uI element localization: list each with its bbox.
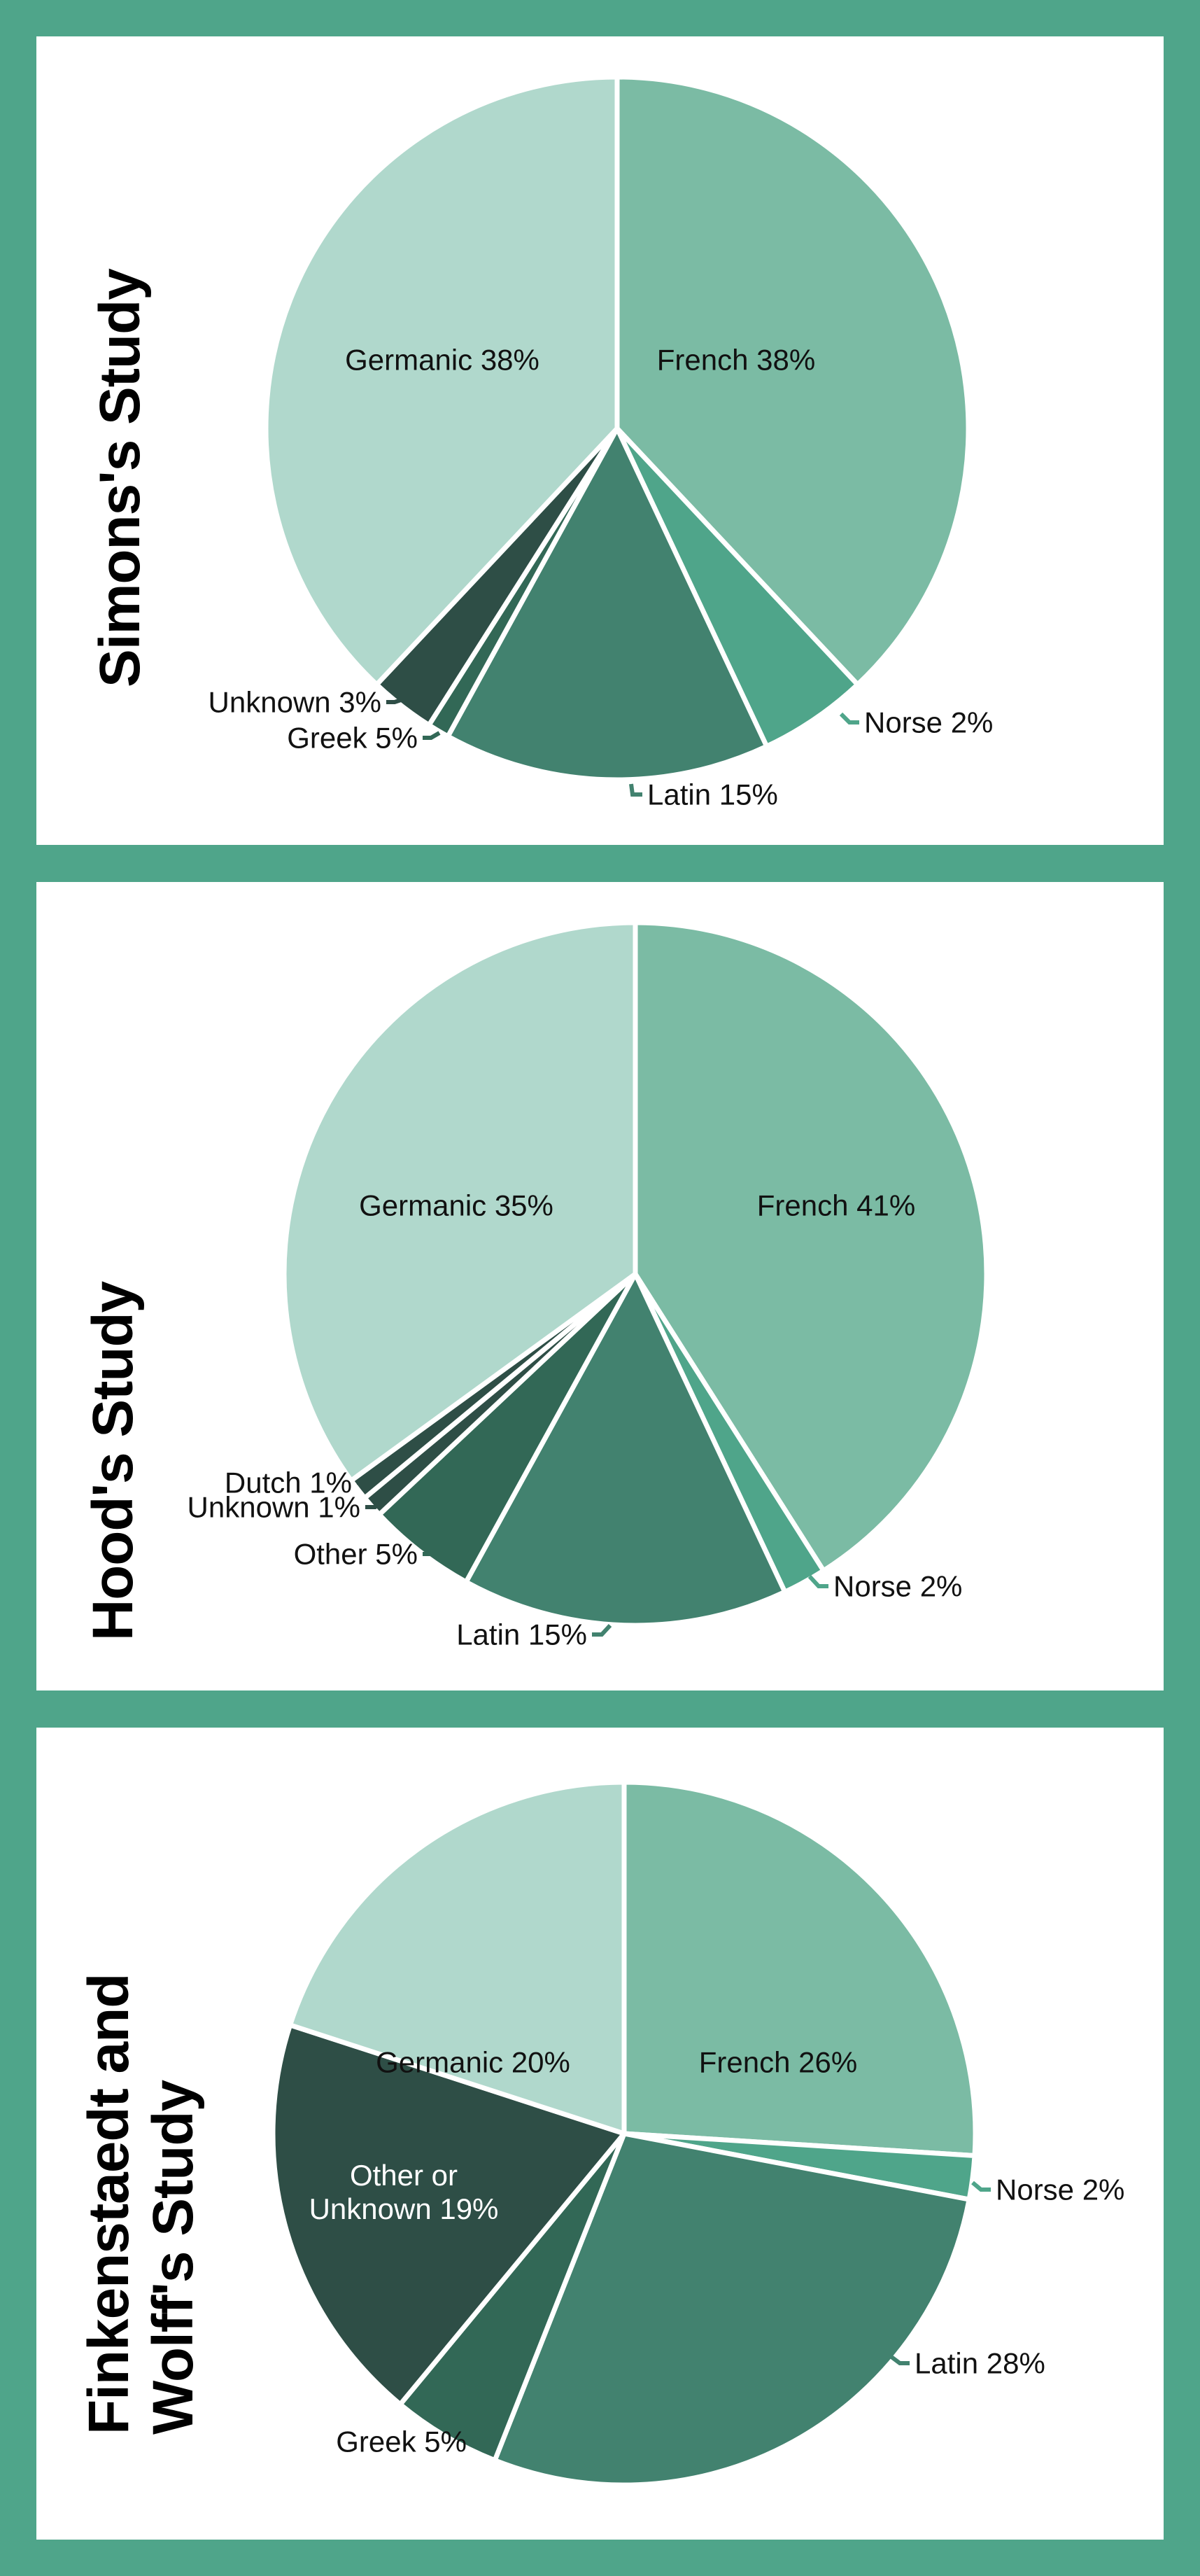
leader-line-latin bbox=[629, 783, 642, 797]
chart-title-hood: Hood's Study bbox=[78, 1137, 148, 1641]
leader-line-unknown bbox=[365, 1496, 386, 1509]
slice-label-french: French 26% bbox=[699, 2046, 857, 2079]
chart-title-line: Wolff's Study bbox=[141, 2080, 205, 2435]
leader-line-norse bbox=[807, 1574, 828, 1588]
pie-slice-french bbox=[621, 1779, 978, 2159]
slice-label-unknown: Unknown 3% bbox=[209, 686, 381, 719]
slice-label-other-or-unknown: Other or Unknown 19% bbox=[309, 2158, 499, 2225]
slice-label-germanic: Germanic 35% bbox=[359, 1189, 553, 1222]
slice-label-greek: Greek 5% bbox=[287, 722, 418, 755]
pie-slice-germanic bbox=[281, 920, 638, 1483]
leader-line-greek bbox=[423, 731, 441, 740]
slice-label-greek: Greek 5% bbox=[336, 2426, 467, 2458]
pie-chart-hood: French 41% Norse 2% Latin 15% Other 5% Unkno… bbox=[188, 920, 989, 1651]
slice-label-germanic: Germanic 38% bbox=[345, 344, 539, 377]
leader-line-dutch bbox=[357, 1480, 372, 1489]
pie-chart-finkenstaedt-wolff: French 26% Norse 2% Latin 28% Greek 5% Other… bbox=[270, 1779, 1125, 2488]
slice-label-french: French 41% bbox=[757, 1189, 915, 1222]
pie-slices bbox=[263, 74, 971, 783]
pie-slices bbox=[281, 920, 989, 1628]
pie-slices bbox=[270, 1779, 978, 2488]
slice-label-other: Other 5% bbox=[294, 1538, 418, 1571]
chart-panel-hood: French 41% Norse 2% Latin 15% Other 5% Unkno… bbox=[36, 882, 1164, 1690]
pie-labels: French 38% Norse 2% Latin 15% Greek 5%Unkno… bbox=[209, 344, 994, 811]
pie-slice-other-or-unknown bbox=[270, 2022, 627, 2407]
slice-label-norse: Norse 2% bbox=[996, 2174, 1124, 2206]
pie-slice-french bbox=[614, 74, 971, 687]
leader-line-norse bbox=[839, 712, 859, 724]
leader-line-unknown bbox=[386, 697, 404, 704]
chart-title-simons: Simons's Study bbox=[85, 155, 155, 687]
pie-slice-germanic bbox=[288, 1779, 627, 2136]
pie-slice-latin bbox=[492, 2131, 972, 2488]
chart-title-line: Finkenstaedt and bbox=[77, 1973, 141, 2435]
slice-label-french: French 38% bbox=[657, 344, 815, 377]
pie-labels: French 26% Norse 2% Latin 28% Greek 5% Other… bbox=[309, 2046, 1125, 2458]
slice-label-norse: Norse 2% bbox=[833, 1570, 962, 1603]
chart-title-line: Hood's Study bbox=[81, 1281, 146, 1641]
slice-label-latin: Latin 15% bbox=[647, 778, 778, 811]
leader-line-greek bbox=[472, 2435, 493, 2444]
slice-label-unknown: Unknown 1% bbox=[188, 1491, 360, 1524]
slice-label-germanic: Germanic 20% bbox=[376, 2046, 570, 2079]
leader-line-latin bbox=[890, 2355, 910, 2365]
pie-slice-germanic bbox=[263, 74, 620, 687]
chart-title-line: Simons's Study bbox=[88, 269, 153, 687]
slice-label-dutch: Dutch 1% bbox=[225, 1466, 352, 1499]
leader-line-other bbox=[423, 1545, 444, 1556]
chart-panel-simons: French 38% Norse 2% Latin 15% Greek 5% Unkno… bbox=[36, 36, 1164, 845]
chart-title-finkenstaedt-wolff: Finkenstaedt and Wolff's Study bbox=[68, 1805, 215, 2435]
leader-line-norse bbox=[971, 2180, 991, 2192]
pie-labels: French 41% Norse 2% Latin 15% Other 5% Unkno… bbox=[188, 1189, 963, 1651]
leader-line-latin bbox=[592, 1623, 612, 1637]
chart-panel-finkenstaedt-wolff: French 26% Norse 2% Latin 28% Greek 5% Other… bbox=[36, 1728, 1164, 2540]
pie-slice-latin bbox=[445, 426, 770, 783]
slice-label-latin: Latin 15% bbox=[456, 1618, 587, 1651]
slice-label-latin: Latin 28% bbox=[915, 2347, 1045, 2380]
pie-chart-simons: French 38% Norse 2% Latin 15% Greek 5%Unkno… bbox=[209, 74, 994, 811]
slice-label-norse: Norse 2% bbox=[864, 706, 993, 739]
pie-slice-latin bbox=[463, 1271, 788, 1628]
